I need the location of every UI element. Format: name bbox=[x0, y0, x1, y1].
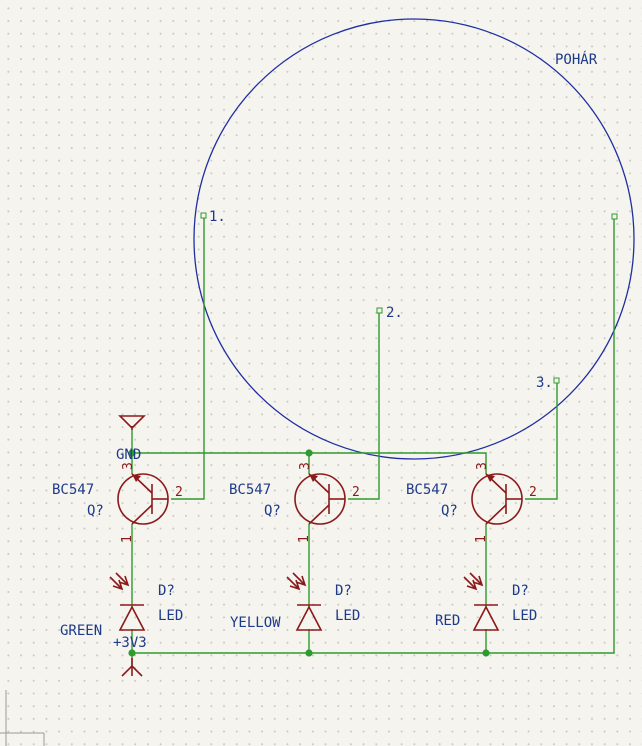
junction-gnd-q2 bbox=[305, 449, 313, 457]
transistor-q3-pin3: 3 bbox=[475, 462, 490, 470]
transistor-q3-pin2: 2 bbox=[529, 485, 537, 500]
transistor-q2-pin2: 2 bbox=[352, 485, 360, 500]
transistor-q2-ref: Q? bbox=[264, 503, 281, 519]
led-green-color-label: GREEN bbox=[60, 623, 102, 639]
junction-gnd-q1 bbox=[128, 449, 136, 457]
transistor-q1-value: BC547 bbox=[52, 482, 94, 498]
electrode-label-3: 3. bbox=[536, 375, 553, 391]
led-yellow-triangle-icon bbox=[295, 605, 323, 631]
led-yellow-light-arrows-icon bbox=[286, 572, 307, 591]
transistor-q2-pin1: 1 bbox=[297, 535, 312, 543]
led-yellow-ref: D? bbox=[335, 583, 352, 599]
transistor-q2-pin3: 3 bbox=[298, 462, 313, 470]
led-green[interactable]: D? LED GREEN bbox=[60, 572, 183, 639]
wires bbox=[131, 218, 615, 666]
junction-supply-led2 bbox=[305, 649, 313, 657]
wire-electrode2-to-q2-base bbox=[348, 313, 380, 500]
transistor-q3[interactable]: 3 2 1 BC547 Q? bbox=[406, 462, 537, 543]
led-red[interactable]: D? LED RED bbox=[435, 572, 537, 631]
electrode-pad-3[interactable] bbox=[553, 377, 560, 384]
electrode-pad-common[interactable] bbox=[611, 213, 618, 220]
transistor-q1-pin3: 3 bbox=[121, 462, 136, 470]
electrode-label-2: 2. bbox=[386, 305, 403, 321]
gnd-triangle-icon bbox=[118, 415, 146, 430]
transistor-q2-emitter-arrow-icon bbox=[309, 474, 318, 482]
transistor-q1-pin2: 2 bbox=[175, 485, 183, 500]
electrode-pad-2[interactable] bbox=[376, 307, 383, 314]
transistor-q1-pin1: 1 bbox=[120, 535, 135, 543]
led-green-ref: D? bbox=[158, 583, 175, 599]
transistor-q3-collector bbox=[485, 504, 507, 525]
led-yellow[interactable]: D? LED YELLOW bbox=[230, 572, 360, 631]
led-red-triangle-icon bbox=[472, 605, 500, 631]
transistor-q1-emitter-arrow-icon bbox=[132, 474, 141, 482]
wire-electrode3-to-q3-base bbox=[525, 383, 558, 500]
transistor-q1-collector bbox=[131, 504, 153, 525]
gnd-label: GND bbox=[116, 447, 141, 463]
led-green-triangle-icon bbox=[118, 605, 146, 631]
electrode-pad-1[interactable] bbox=[200, 212, 207, 219]
transistor-q3-pin1: 1 bbox=[474, 535, 489, 543]
supply-symbol[interactable]: +3V3 bbox=[113, 635, 147, 677]
led-red-color-label: RED bbox=[435, 613, 460, 629]
transistor-q3-value: BC547 bbox=[406, 482, 448, 498]
wire-common-supply-rail bbox=[132, 219, 615, 654]
transistor-q2[interactable]: 3 2 1 BC547 Q? bbox=[229, 462, 360, 543]
gnd-symbol[interactable]: GND bbox=[116, 415, 146, 463]
wire-electrode1-to-q1-base bbox=[171, 218, 205, 500]
transistor-q3-ref: Q? bbox=[441, 503, 458, 519]
cup-outline bbox=[193, 18, 635, 460]
led-green-light-arrows-icon bbox=[109, 572, 130, 591]
electrode-label-1: 1. bbox=[209, 209, 226, 225]
junction-supply-led1 bbox=[128, 649, 136, 657]
led-red-ref: D? bbox=[512, 583, 529, 599]
led-green-value: LED bbox=[158, 608, 183, 624]
power-arrow-icon bbox=[121, 658, 143, 677]
transistor-q2-collector bbox=[308, 504, 330, 525]
led-yellow-color-label: YELLOW bbox=[230, 615, 281, 631]
wire-gnd-rail bbox=[132, 452, 487, 474]
led-red-value: LED bbox=[512, 608, 537, 624]
supply-label: +3V3 bbox=[113, 635, 147, 651]
transistor-q1[interactable]: 3 2 1 BC547 Q? bbox=[52, 462, 183, 543]
transistor-q1-ref: Q? bbox=[87, 503, 104, 519]
led-red-light-arrows-icon bbox=[463, 572, 484, 591]
transistor-q2-value: BC547 bbox=[229, 482, 271, 498]
transistor-q3-emitter-arrow-icon bbox=[486, 474, 495, 482]
cup-label: POHÁR bbox=[555, 51, 598, 68]
led-yellow-value: LED bbox=[335, 608, 360, 624]
junction-supply-led3 bbox=[482, 649, 490, 657]
